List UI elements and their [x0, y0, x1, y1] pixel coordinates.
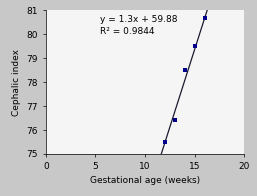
Point: [203, 16, 207, 19]
Point: [173, 119, 177, 122]
Point: [163, 140, 167, 143]
Text: y = 1.3x + 59.88
R² = 0.9844: y = 1.3x + 59.88 R² = 0.9844: [100, 15, 178, 36]
Y-axis label: Cephalic index: Cephalic index: [12, 49, 21, 116]
X-axis label: Gestational age (weeks): Gestational age (weeks): [90, 176, 200, 185]
Point: [193, 45, 197, 48]
Point: [183, 69, 187, 72]
